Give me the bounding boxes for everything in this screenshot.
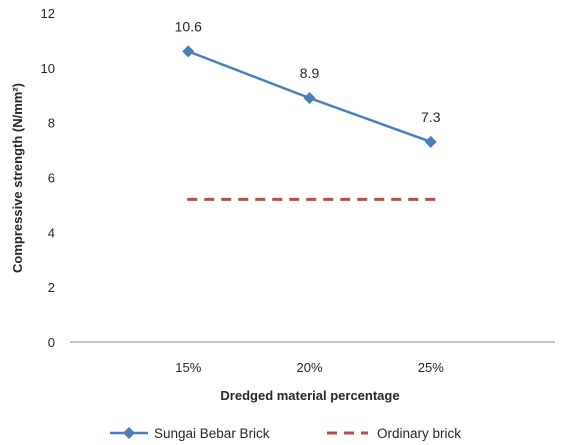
y-tick-label: 8 xyxy=(48,116,55,131)
legend: Sungai Bebar Brick Ordinary brick xyxy=(110,426,461,441)
y-tick-label: 12 xyxy=(41,6,55,21)
x-axis-ticks: 15% 20% 25% xyxy=(175,360,444,375)
y-tick-label: 4 xyxy=(48,225,55,240)
data-label: 8.9 xyxy=(300,65,320,81)
data-point-marker xyxy=(424,135,437,148)
data-point-marker xyxy=(303,91,316,104)
y-tick-label: 10 xyxy=(41,61,55,76)
x-tick-label: 15% xyxy=(175,360,201,375)
x-tick-label: 25% xyxy=(418,360,444,375)
data-labels-layer: 10.6 8.9 7.3 xyxy=(175,18,441,124)
legend-item-ordinary-brick: Ordinary brick xyxy=(327,426,461,441)
series-layer xyxy=(182,45,441,201)
legend-label-sungai-bebar: Sungai Bebar Brick xyxy=(154,426,270,441)
legend-label-ordinary-brick: Ordinary brick xyxy=(377,426,461,441)
y-tick-label: 6 xyxy=(48,171,55,186)
data-point-marker xyxy=(182,45,195,58)
y-axis-title: Compressive strength (N/mm²) xyxy=(10,83,25,273)
x-axis-title: Dredged material percentage xyxy=(220,388,399,403)
data-label: 7.3 xyxy=(421,109,441,125)
legend-item-sungai-bebar: Sungai Bebar Brick xyxy=(110,426,270,441)
y-axis-ticks: 0 2 4 6 8 10 12 xyxy=(41,6,55,350)
y-tick-label: 2 xyxy=(48,280,55,295)
y-tick-label: 0 xyxy=(48,335,55,350)
x-tick-label: 20% xyxy=(296,360,322,375)
data-label: 10.6 xyxy=(175,18,202,34)
diamond-icon xyxy=(123,427,135,439)
